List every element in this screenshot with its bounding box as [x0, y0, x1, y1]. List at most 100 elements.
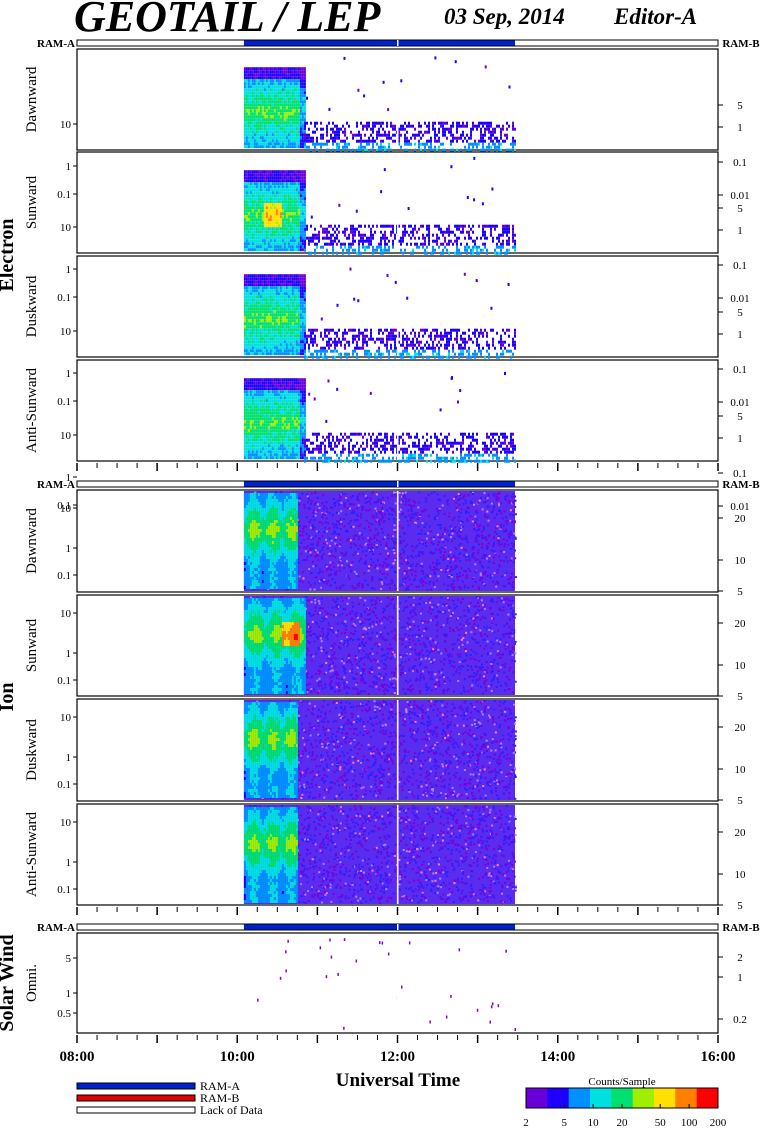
electron-background-cell [386, 329, 388, 332]
electron-burst-cell [246, 227, 248, 230]
electron-burst-cell [296, 194, 298, 197]
electron-burst-cell [296, 248, 298, 251]
electron-burst-cell [266, 277, 268, 280]
electron-burst-cell [246, 245, 248, 248]
electron-burst-cell [274, 115, 276, 118]
electron-burst-cell [296, 79, 298, 82]
electron-background-cell [382, 252, 384, 255]
electron-background-cell [452, 243, 454, 246]
electron-burst-cell [274, 185, 276, 188]
electron-burst-cell [300, 76, 302, 79]
electron-burst-cell [304, 426, 306, 429]
electron-background-cell [368, 125, 370, 128]
electron-burst-cell [246, 280, 248, 283]
electron-burst-cell [250, 124, 252, 127]
electron-background-cell [354, 234, 356, 237]
electron-background-cell [428, 228, 430, 231]
electron-burst-cell [298, 438, 300, 441]
electron-burst-cell [286, 233, 288, 236]
electron-burst-cell [266, 417, 268, 420]
electron-burst-cell [288, 423, 290, 426]
electron-background-cell [352, 231, 354, 234]
electron-burst-cell [292, 435, 294, 438]
electron-burst-cell [294, 295, 296, 298]
electron-burst-cell [286, 142, 288, 145]
electron-burst-cell [252, 106, 254, 109]
electron-background-cell [476, 143, 478, 146]
electron-background-cell [432, 246, 434, 249]
electron-burst-cell [272, 82, 274, 85]
electron-burst-cell [246, 200, 248, 203]
electron-burst-cell [280, 283, 282, 286]
electron-burst-cell [262, 239, 264, 242]
electron-background-cell [434, 240, 436, 243]
electron-burst-cell [260, 139, 262, 142]
electron-background-cell [418, 122, 420, 125]
electron-burst-cell [274, 112, 276, 115]
electron-burst-cell [250, 340, 252, 343]
electron-burst-cell [286, 301, 288, 304]
electron-burst-cell [272, 334, 274, 337]
electron-burst-cell [244, 221, 246, 224]
electron-burst-cell [266, 109, 268, 112]
electron-burst-cell [296, 286, 298, 289]
electron-burst-cell [272, 73, 274, 76]
electron-burst-cell [264, 224, 266, 227]
electron-burst-cell [274, 402, 276, 405]
electron-burst-cell [270, 70, 272, 73]
electron-background-cell [368, 237, 370, 240]
electron-burst-cell [258, 121, 260, 124]
electron-burst-cell [286, 378, 288, 381]
electron-burst-cell [246, 447, 248, 450]
electron-burst-cell [278, 88, 280, 91]
electron-burst-cell [274, 352, 276, 355]
electron-burst-cell [252, 289, 254, 292]
electron-background-cell [360, 143, 362, 146]
electron-background-cell [490, 137, 492, 140]
electron-burst-cell [292, 417, 294, 420]
electron-background-cell [366, 122, 368, 125]
electron-background-cell [426, 347, 428, 350]
electron-burst-cell [298, 233, 300, 236]
electron-burst-cell [292, 127, 294, 130]
electron-burst-cell [268, 444, 270, 447]
electron-background-cell [424, 243, 426, 246]
electron-burst-cell [248, 352, 250, 355]
electron-burst-cell [256, 121, 258, 124]
electron-burst-cell [246, 301, 248, 304]
electron-background-cell [468, 234, 470, 237]
electron-burst-cell [252, 203, 254, 206]
electron-background-cell [308, 344, 310, 347]
electron-background-cell [422, 329, 424, 332]
electron-burst-cell [264, 352, 266, 355]
electron-burst-cell [298, 245, 300, 248]
electron-burst-cell [290, 417, 292, 420]
electron-burst-cell [254, 100, 256, 103]
electron-background-cell [430, 146, 432, 149]
electron-burst-cell [258, 115, 260, 118]
electron-burst-cell [284, 274, 286, 277]
electron-burst-cell [260, 218, 262, 221]
electron-burst-cell [278, 145, 280, 148]
electron-burst-cell [274, 206, 276, 209]
electron-burst-cell [282, 325, 284, 328]
electron-burst-cell [244, 185, 246, 188]
electron-background-cell [322, 347, 324, 350]
electron-burst-cell [254, 145, 256, 148]
electron-burst-cell [280, 230, 282, 233]
electron-background-cell [336, 149, 338, 152]
electron-burst-cell [272, 133, 274, 136]
electron-burst-cell [266, 94, 268, 97]
electron-background-cell [500, 149, 502, 152]
electron-burst-cell [246, 411, 248, 414]
electron-burst-cell [256, 76, 258, 79]
electron-background-cell [338, 131, 340, 134]
electron-burst-cell [298, 450, 300, 453]
electron-burst-cell [302, 82, 304, 85]
electron-burst-cell [256, 82, 258, 85]
electron-burst-cell [266, 438, 268, 441]
electron-burst-cell [286, 325, 288, 328]
electron-burst-cell [266, 378, 268, 381]
electron-background-cell [418, 125, 420, 128]
electron-background-cell [342, 451, 344, 454]
